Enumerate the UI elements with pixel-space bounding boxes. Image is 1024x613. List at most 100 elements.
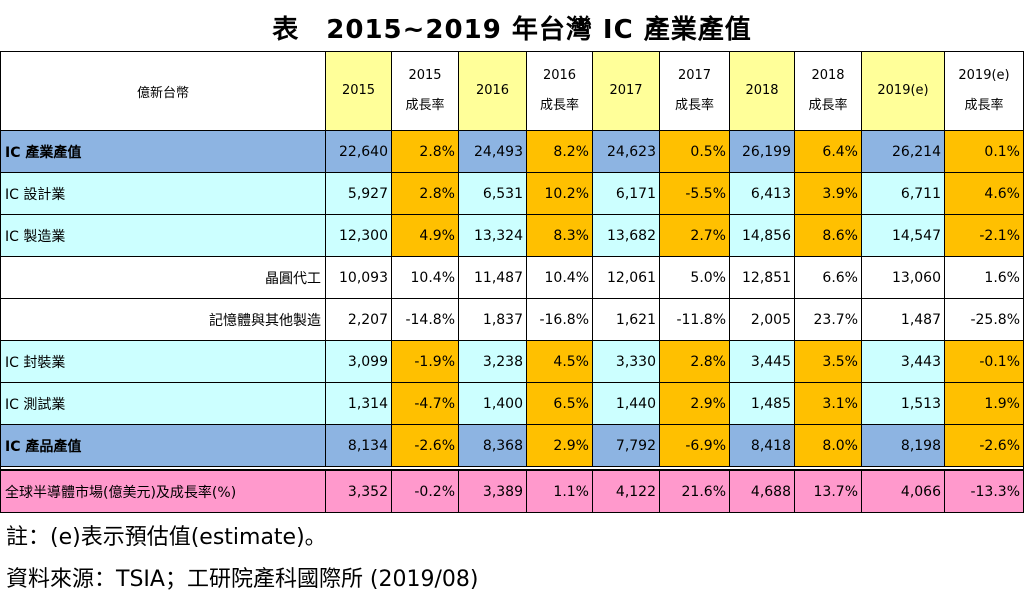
value-cell: 1,314 [326, 383, 392, 425]
global-market-row: 全球半導體市場(億美元)及成長率(%) 3,352 -0.2% 3,389 1.1% 4,… [0, 471, 1024, 513]
growth-cell: 4.6% [945, 173, 1024, 215]
header-year: 2019(e) [877, 83, 929, 98]
header-growth-label: 成長率 [539, 98, 579, 113]
value-cell: 14,547 [862, 215, 945, 257]
header-year: 2017 [677, 68, 712, 83]
header-year: 2018 [745, 83, 779, 98]
industry-value-table: 億新台幣 2015 2015 成長率 2016 2016 成長率 2017 2017 成長率 201… [0, 51, 1024, 516]
value-cell: 6,531 [459, 173, 527, 215]
row-label: IC 封裝業 [1, 341, 326, 383]
value-cell: 26,199 [730, 131, 795, 173]
growth-cell: -0.1% [945, 341, 1024, 383]
header-cell: 2015 [326, 51, 392, 131]
growth-cell: -16.8% [527, 299, 593, 341]
value-cell: 6,711 [862, 173, 945, 215]
growth-cell: 1.1% [527, 471, 593, 513]
growth-cell: 8.6% [795, 215, 862, 257]
growth-cell: -11.8% [660, 299, 730, 341]
growth-cell: 2.7% [660, 215, 730, 257]
table-row: IC 測試業 1,314 -4.7% 1,400 6.5% 1,440 2.9% 1,485 3… [0, 383, 1024, 425]
header-year: 2016 [542, 68, 577, 83]
value-cell: 7,792 [593, 425, 660, 467]
value-cell: 6,413 [730, 173, 795, 215]
value-cell: 3,445 [730, 341, 795, 383]
value-cell: 8,134 [326, 425, 392, 467]
growth-cell: 2.9% [660, 383, 730, 425]
growth-cell: 8.3% [527, 215, 593, 257]
header-cell: 2015 成長率 [392, 51, 459, 131]
header-cell: 2018 [730, 51, 795, 131]
table-row: IC 產業產值 22,640 2.8% 24,493 8.2% 24,623 0.5% 26,… [0, 131, 1024, 173]
value-cell: 1,487 [862, 299, 945, 341]
value-cell: 10,093 [326, 257, 392, 299]
growth-cell: 0.1% [945, 131, 1024, 173]
growth-cell: 1.6% [945, 257, 1024, 299]
table-row: 記憶體與其他製造 2,207 -14.8% 1,837 -16.8% 1,621 -11.8… [0, 299, 1024, 341]
header-growth-label: 成長率 [964, 98, 1004, 113]
value-cell: 8,368 [459, 425, 527, 467]
growth-cell: -14.8% [392, 299, 459, 341]
value-cell: 13,682 [593, 215, 660, 257]
header-year: 2015 [408, 68, 442, 83]
growth-cell: 4.5% [527, 341, 593, 383]
value-cell: 8,418 [730, 425, 795, 467]
row-label: IC 設計業 [1, 173, 326, 215]
growth-cell: -2.6% [945, 425, 1024, 467]
table-row: IC 製造業 12,300 4.9% 13,324 8.3% 13,682 2.7% 14,8… [0, 215, 1024, 257]
growth-cell: -5.5% [660, 173, 730, 215]
value-cell: 6,171 [593, 173, 660, 215]
growth-cell: 3.5% [795, 341, 862, 383]
header-growth-label: 成長率 [405, 98, 445, 113]
source-note: 資料來源：TSIA；工研院產科國際所 (2019/08) [6, 567, 479, 592]
header-cell: 2018 成長率 [795, 51, 862, 131]
growth-cell: 6.4% [795, 131, 862, 173]
value-cell: 14,856 [730, 215, 795, 257]
value-cell: 26,214 [862, 131, 945, 173]
growth-cell: 6.6% [795, 257, 862, 299]
header-year: 2018 [811, 68, 845, 83]
growth-cell: 10.4% [527, 257, 593, 299]
row-label: IC 產品產值 [1, 425, 326, 467]
table-row: IC 設計業 5,927 2.8% 6,531 10.2% 6,171 -5.5% 6,413… [0, 173, 1024, 215]
growth-cell: 10.4% [392, 257, 459, 299]
value-cell: 1,513 [862, 383, 945, 425]
growth-cell: 2.9% [527, 425, 593, 467]
growth-cell: 8.0% [795, 425, 862, 467]
row-label: 記憶體與其他製造 [1, 299, 326, 341]
value-cell: 11,487 [459, 257, 527, 299]
header-year: 2017 [609, 83, 643, 98]
value-cell: 3,330 [593, 341, 660, 383]
header-cell: 2017 [593, 51, 660, 131]
value-cell: 13,324 [459, 215, 527, 257]
header-cell: 2016 成長率 [527, 51, 593, 131]
table-row: IC 產品產值 8,134 -2.6% 8,368 2.9% 7,792 -6.9% 8,41… [0, 425, 1024, 467]
value-cell: 3,443 [862, 341, 945, 383]
row-label: IC 產業產值 [1, 131, 326, 173]
table-title: 表 2015~2019 年台灣 IC 產業產值 [272, 15, 752, 45]
header-cell: 2019(e) [862, 51, 945, 131]
growth-cell: 2.8% [392, 173, 459, 215]
value-cell: 12,851 [730, 257, 795, 299]
value-cell: 24,493 [459, 131, 527, 173]
growth-cell: -6.9% [660, 425, 730, 467]
value-cell: 13,060 [862, 257, 945, 299]
row-label: IC 製造業 [1, 215, 326, 257]
growth-cell: -1.9% [392, 341, 459, 383]
value-cell: 4,066 [862, 471, 945, 513]
estimate-note: 註：(e)表示預估值(estimate)。 [6, 525, 327, 550]
value-cell: 24,623 [593, 131, 660, 173]
value-cell: 8,198 [862, 425, 945, 467]
table-row: 晶圓代工 10,093 10.4% 11,487 10.4% 12,061 5.0% 12,8… [0, 257, 1024, 299]
growth-cell: -2.6% [392, 425, 459, 467]
growth-cell: 8.2% [527, 131, 593, 173]
header-year: 2015 [341, 83, 376, 98]
growth-cell: 2.8% [660, 341, 730, 383]
value-cell: 1,440 [593, 383, 660, 425]
growth-cell: 4.9% [392, 215, 459, 257]
unit-label: 億新台幣 [136, 85, 189, 101]
growth-cell: -25.8% [945, 299, 1024, 341]
value-cell: 1,400 [459, 383, 527, 425]
growth-cell: 2.8% [392, 131, 459, 173]
growth-cell: 1.9% [945, 383, 1024, 425]
header-year: 2019(e) [958, 68, 1010, 83]
